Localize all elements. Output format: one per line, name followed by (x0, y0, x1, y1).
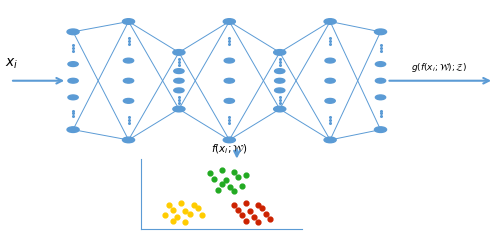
Point (181, 220, 190, 224)
Circle shape (173, 50, 185, 55)
Circle shape (173, 106, 185, 112)
Circle shape (122, 19, 135, 24)
Point (246, 209, 254, 213)
Point (234, 176, 242, 179)
Point (254, 204, 262, 207)
Circle shape (67, 29, 79, 35)
Point (230, 170, 238, 174)
Point (262, 212, 270, 216)
Text: $f(x_i; \mathcal{W})$: $f(x_i; \mathcal{W})$ (211, 142, 247, 156)
Point (206, 171, 214, 175)
Point (266, 218, 274, 221)
Text: $x_i$: $x_i$ (5, 57, 18, 71)
Circle shape (123, 78, 134, 83)
Circle shape (325, 58, 335, 63)
Circle shape (223, 137, 235, 143)
Circle shape (174, 88, 184, 93)
Point (218, 168, 226, 172)
Point (230, 204, 238, 207)
Circle shape (174, 78, 184, 83)
Circle shape (224, 58, 234, 63)
Point (214, 188, 222, 192)
Circle shape (68, 95, 78, 100)
Circle shape (67, 127, 79, 132)
Point (254, 220, 262, 224)
Point (242, 201, 250, 205)
Point (169, 219, 177, 223)
Point (258, 206, 266, 210)
Circle shape (325, 99, 335, 103)
Point (226, 185, 234, 189)
Point (250, 215, 258, 219)
Point (185, 212, 194, 216)
Circle shape (174, 69, 184, 73)
Point (181, 209, 190, 213)
Circle shape (325, 78, 335, 83)
Circle shape (68, 78, 78, 83)
Point (194, 206, 202, 210)
Point (222, 178, 230, 182)
Circle shape (123, 99, 134, 103)
Circle shape (123, 58, 134, 63)
Circle shape (374, 127, 387, 132)
Circle shape (223, 19, 235, 24)
Circle shape (324, 19, 336, 24)
Point (242, 173, 250, 176)
Circle shape (122, 137, 135, 143)
Point (242, 219, 250, 223)
Point (169, 208, 177, 212)
Point (218, 183, 226, 186)
Circle shape (275, 78, 285, 83)
Point (230, 190, 238, 193)
Circle shape (374, 29, 387, 35)
Point (165, 204, 173, 207)
Point (173, 215, 181, 219)
Circle shape (375, 62, 386, 66)
Point (190, 204, 198, 207)
Text: $g(f(x_i; \mathcal{W}); \mathcal{Z})$: $g(f(x_i; \mathcal{W}); \mathcal{Z})$ (411, 61, 467, 74)
Circle shape (275, 88, 285, 93)
Circle shape (274, 106, 286, 112)
Circle shape (274, 50, 286, 55)
Circle shape (68, 62, 78, 66)
Circle shape (275, 69, 285, 73)
Circle shape (324, 137, 336, 143)
Circle shape (224, 78, 234, 83)
Point (161, 213, 169, 217)
Point (234, 208, 242, 212)
Point (238, 213, 246, 217)
Circle shape (375, 78, 386, 83)
Point (198, 213, 206, 217)
Circle shape (375, 95, 386, 100)
Point (210, 177, 218, 181)
Point (238, 184, 246, 188)
Circle shape (224, 99, 234, 103)
Point (177, 201, 185, 205)
